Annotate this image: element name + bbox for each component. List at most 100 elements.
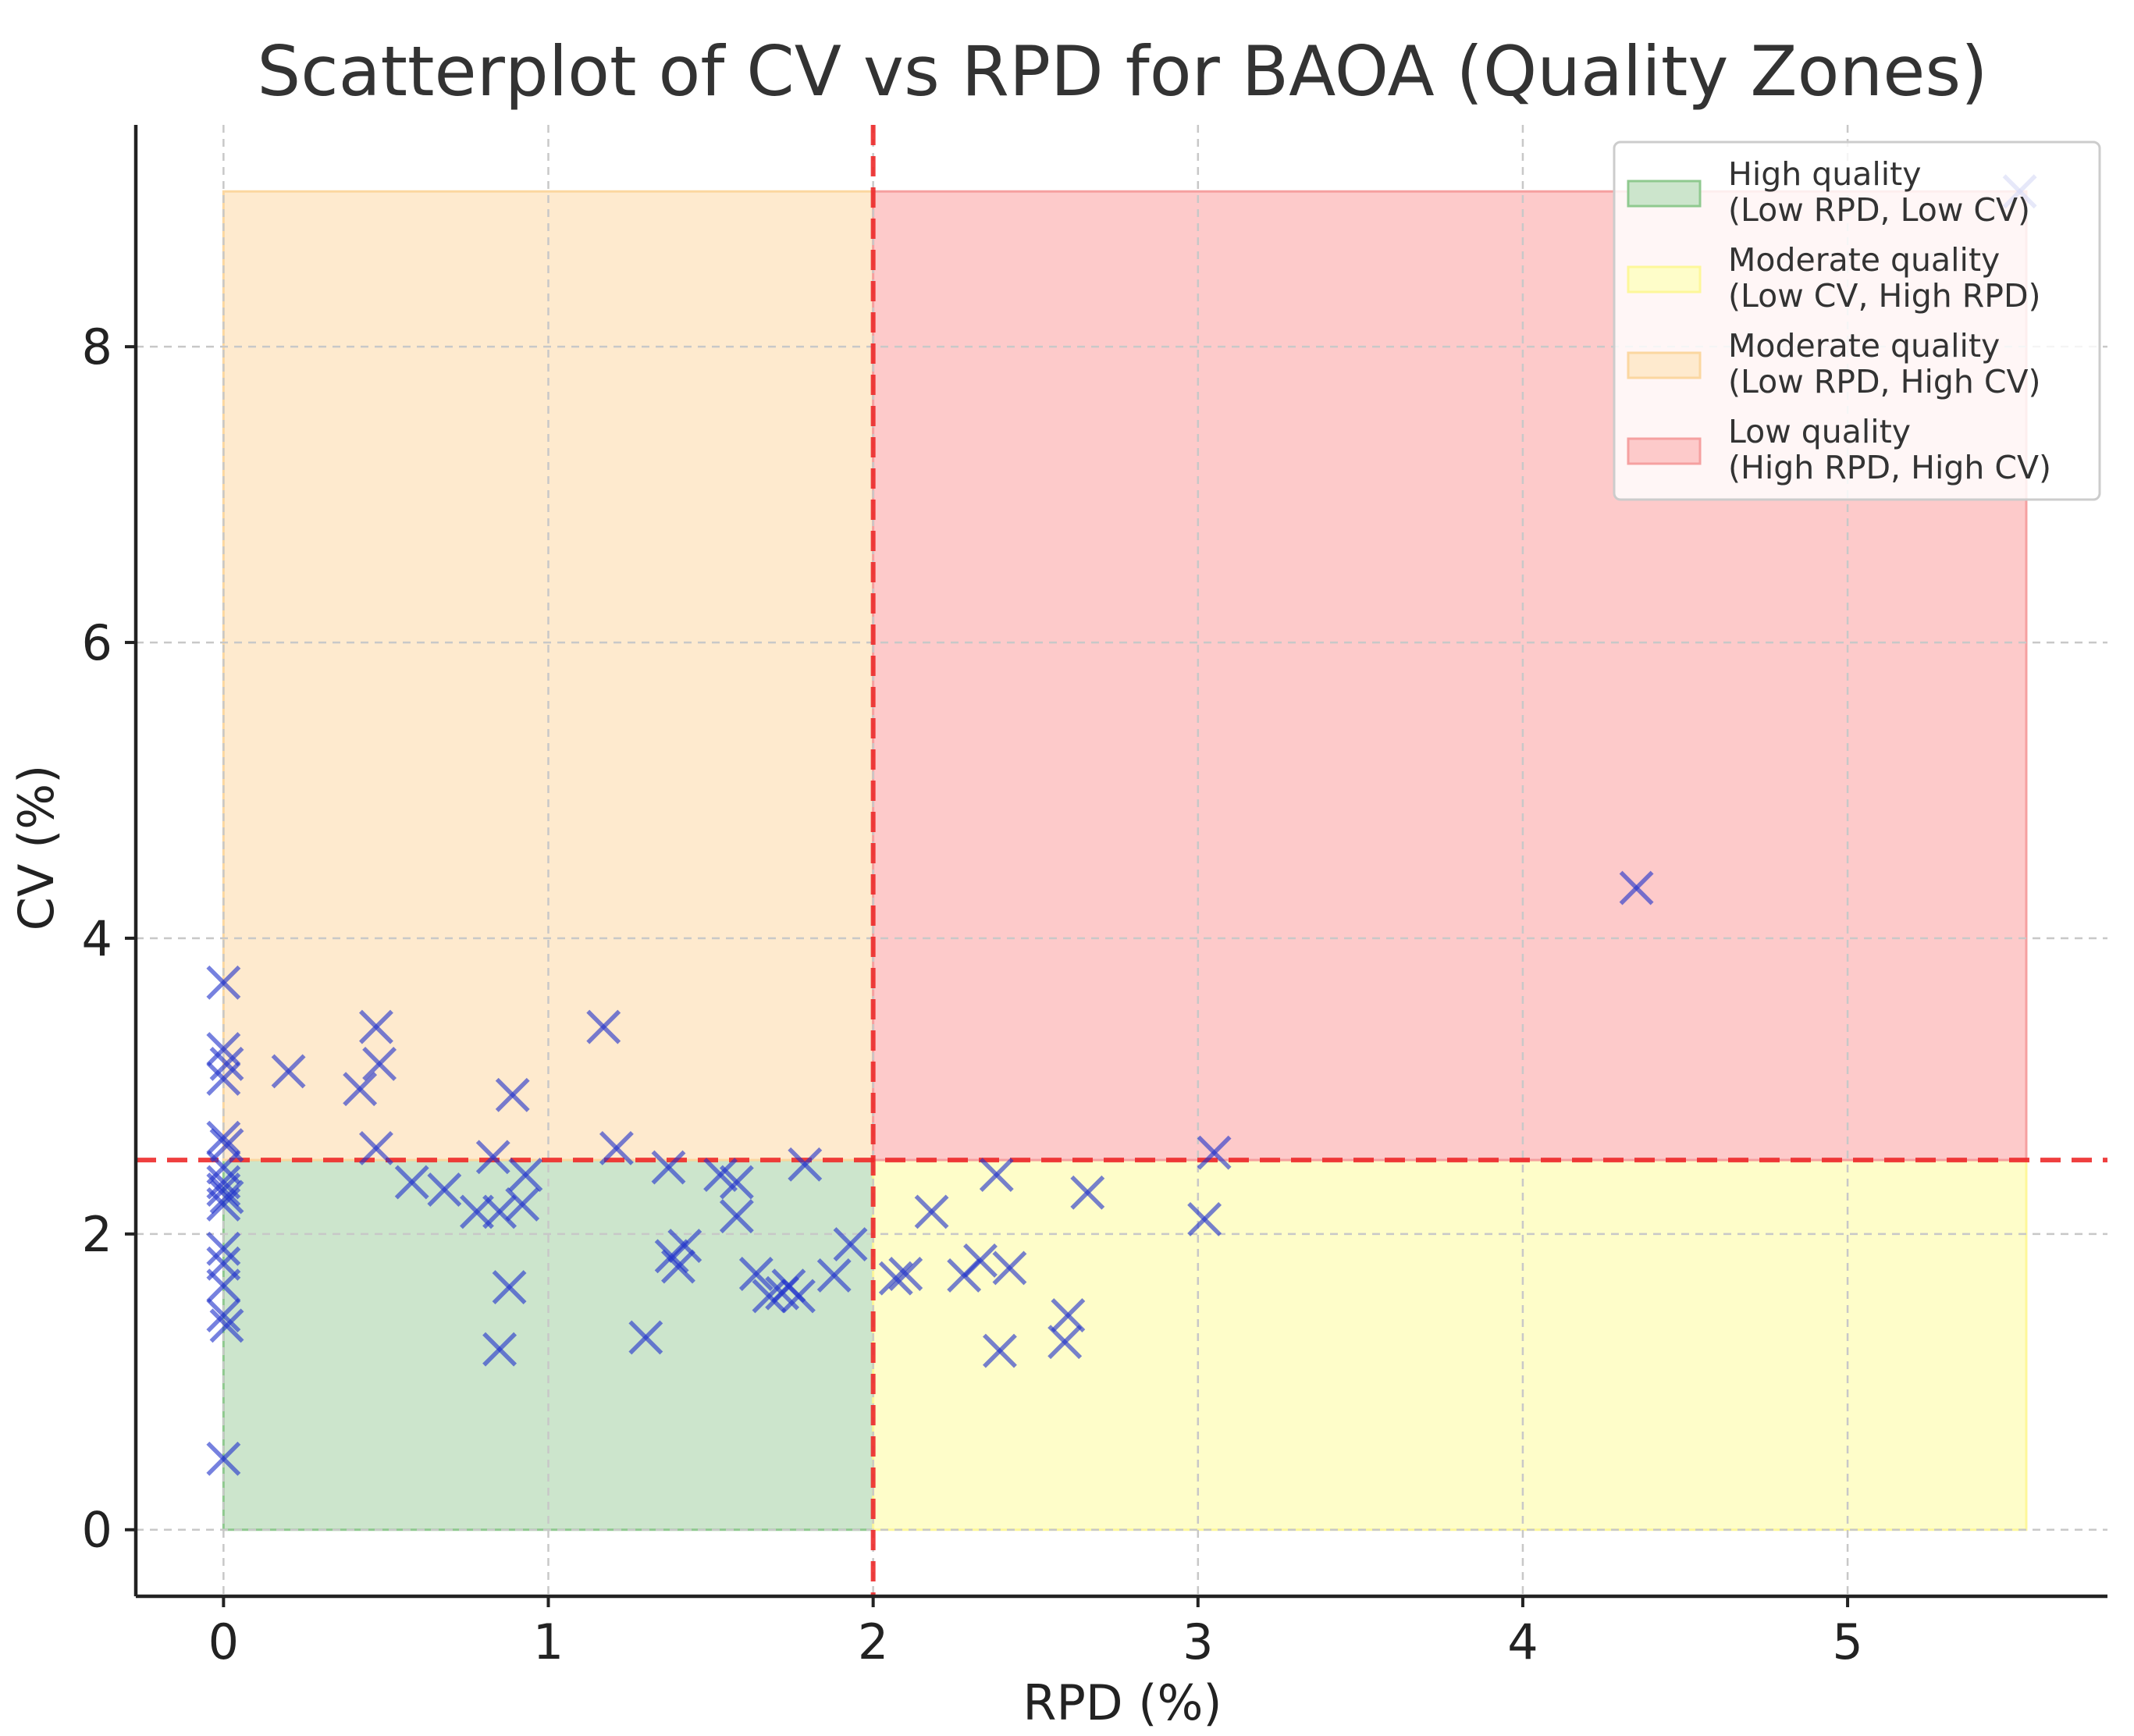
data-point [508,1158,543,1193]
data-point [505,1187,540,1222]
data-point [781,1279,816,1314]
data-point-stroke [1047,1325,1083,1360]
x-tick-label: 2 [858,1613,888,1670]
data-point [209,1308,244,1343]
data-point [719,1199,754,1234]
y-tick-label: 2 [82,1206,112,1263]
data-point [495,1077,530,1112]
x-tick-label: 5 [1832,1613,1862,1670]
data-point [738,1257,774,1291]
data-point-stroke [206,1268,241,1304]
data-point [206,1298,241,1332]
data-point-stroke [271,1054,306,1089]
data-point [599,1131,634,1165]
data-point-stroke [1187,1201,1222,1236]
data-point [492,1270,527,1304]
data-point [914,1194,949,1229]
data-point [833,1227,868,1262]
legend-swatch-moderate-rpd [1627,351,1702,379]
data-point [271,1054,306,1089]
data-point [1187,1201,1222,1236]
data-point [586,1009,621,1044]
data-point [206,1187,241,1222]
data-point [992,1250,1027,1286]
legend-sublabel-low: (High RPD, High CV) [1728,449,2051,486]
x-tick-label: 4 [1507,1613,1538,1670]
data-point-stroke [599,1131,634,1165]
y-tick-label: 8 [82,318,112,375]
data-point [359,1009,393,1044]
data-point [667,1229,702,1263]
x-tick-label: 3 [1183,1613,1213,1670]
data-point-stroke [1070,1175,1105,1210]
data-point [206,1172,241,1207]
data-point-stroke [878,1261,913,1296]
data-point [752,1279,787,1314]
data-point [206,1120,241,1155]
data-point-stroke [343,1072,378,1107]
data-point-stroke [1051,1298,1086,1332]
data-point [206,1061,241,1096]
data-point-stroke [206,1231,241,1266]
legend-label-moderate-rpd: Moderate quality [1728,327,2000,365]
data-point [394,1165,429,1200]
legend-label-low: Low quality [1728,413,1911,450]
data-point-stroke [206,1298,241,1332]
x-tick-label: 1 [533,1613,564,1670]
threshold-lines [136,125,2107,1596]
legend-sublabel-moderate-rpd: (Low RPD, High CV) [1728,363,2041,400]
y-tick-label: 0 [82,1502,112,1559]
data-point [628,1320,663,1355]
legend-sublabel-high: (Low RPD, Low CV) [1728,191,2030,229]
data-point [209,1179,244,1215]
data-point [206,1231,241,1266]
data-point [482,1332,517,1367]
data-point-stroke [206,1061,241,1096]
data-point-stroke [495,1077,530,1112]
legend-label-moderate-cv: Moderate quality [1728,241,2000,279]
data-point-stroke [781,1279,816,1314]
data-markers [206,174,2037,1476]
data-point [719,1165,754,1200]
data-point-stroke [206,1172,241,1207]
data-point-stroke [475,1140,510,1175]
data-point [343,1072,378,1107]
data-point-stroke [719,1165,754,1200]
data-point-stroke [738,1257,774,1291]
data-point-stroke [505,1187,540,1222]
chart-title: Scatterplot of CV vs RPD for BAOA (Quali… [257,31,1987,112]
data-point-stroke [206,1032,241,1066]
data-point-stroke [209,1179,244,1215]
data-point-stroke [427,1172,462,1207]
data-point-stroke [1619,870,1654,905]
legend-swatch-high [1627,180,1702,208]
legend: High quality(Low RPD, Low CV) Moderate qu… [1613,141,2101,501]
data-point-stroke [983,1333,1017,1368]
data-point [1051,1298,1086,1332]
data-point [1070,1175,1105,1210]
data-point [1619,870,1654,905]
data-point-stroke [508,1158,543,1193]
data-point-stroke [362,1047,397,1081]
y-axis-label: CV (%) [8,765,65,931]
data-point-stroke [651,1150,686,1185]
data-point [888,1257,923,1291]
data-point [206,965,241,1000]
axes: 0 1 2 3 4 5 0 2 4 6 8 [82,125,2107,1670]
data-point-stroke [492,1270,527,1304]
data-point [475,1140,510,1175]
data-point [651,1150,686,1185]
data-point-stroke [788,1147,823,1182]
data-point-stroke [979,1158,1014,1193]
legend-sublabel-moderate-cv: (Low CV, High RPD) [1728,277,2041,315]
legend-swatch-moderate-cv [1627,265,1702,293]
y-tick-label: 6 [82,614,112,671]
data-point [983,1333,1017,1368]
data-point-stroke [206,1187,241,1222]
data-point-stroke [359,1009,393,1044]
data-point-stroke [1197,1135,1232,1170]
data-point-stroke [992,1250,1027,1286]
data-point [816,1258,852,1293]
data-point [206,1268,241,1304]
data-point-stroke [752,1279,787,1314]
